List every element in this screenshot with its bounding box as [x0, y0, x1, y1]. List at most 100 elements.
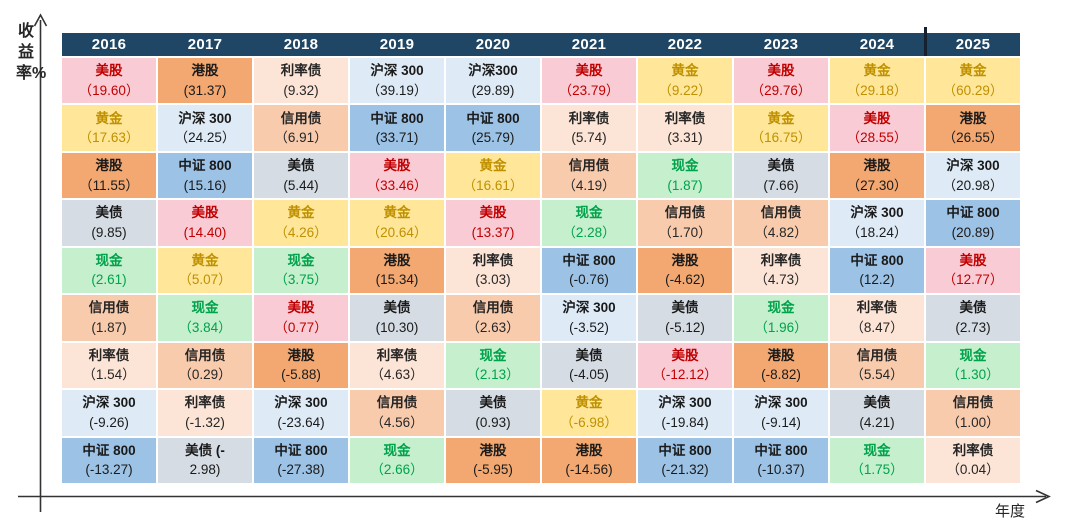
- asset-name: 美债: [863, 395, 891, 411]
- asset-cell-2016-rank4: 美债 (9.85): [62, 200, 156, 246]
- asset-cell-2018-rank6: 美股 （0.77）: [254, 295, 348, 341]
- asset-name: 沪深 300: [370, 63, 424, 79]
- asset-cell-2017-rank7: 信用债 （0.29）: [158, 342, 252, 389]
- asset-name: 中证 800: [370, 110, 424, 126]
- asset-name: 利率债: [280, 63, 322, 79]
- asset-cell-2022-rank3: 现金 (1.87): [638, 152, 732, 199]
- asset-return-value: （-6.98）: [560, 414, 618, 430]
- asset-name: 利率债: [952, 442, 994, 458]
- asset-cell-2019-rank6: 美债 (10.30): [350, 295, 444, 341]
- asset-cell-2023-rank8: 沪深 300 (-9.14): [734, 390, 828, 436]
- return-quilt-table: 2016 2017 2018 2019 2020 2021 2022 2023 2024 2025…: [62, 33, 1020, 483]
- asset-name: 美股: [383, 158, 411, 174]
- asset-return-value: （1.70）: [658, 225, 712, 241]
- asset-cell-2017-rank6: 现金 （3.84）: [158, 295, 252, 341]
- asset-return-value: （24.25）: [174, 130, 236, 146]
- asset-cell-2020-rank5: 利率债 (3.03): [446, 247, 540, 294]
- ytd-divider-line: [923, 27, 927, 56]
- asset-cell-2025-rank2: 港股 （26.55）: [926, 105, 1020, 151]
- asset-name: 美股: [767, 63, 795, 79]
- asset-cell-2025-rank6: 美债 (2.73): [926, 295, 1020, 341]
- asset-name: 港股: [863, 158, 891, 174]
- asset-name: 中证 800: [658, 442, 712, 458]
- asset-return-value: （60.29）: [942, 82, 1004, 98]
- asset-name: 美股: [671, 347, 699, 363]
- asset-return-value: (-9.14): [761, 414, 801, 430]
- asset-return-value: （20.98）: [942, 177, 1004, 193]
- asset-name: 黄金: [671, 63, 699, 79]
- asset-return-value: (2.61): [91, 272, 127, 288]
- asset-return-value: (-27.38): [277, 462, 325, 478]
- asset-cell-2023-rank9: 中证 800 (-10.37): [734, 437, 828, 483]
- asset-name: 黄金: [191, 252, 219, 268]
- asset-cell-2019-rank1: 沪深 300 （39.19）: [350, 58, 444, 104]
- asset-return-value: (3.03): [475, 272, 511, 288]
- asset-return-value: （11.55）: [79, 177, 139, 193]
- asset-return-value: (1.87): [91, 319, 127, 335]
- asset-return-value: （19.60）: [78, 82, 140, 98]
- asset-name: 现金: [383, 442, 411, 458]
- asset-name: 现金: [575, 205, 603, 221]
- asset-return-value: （1.54）: [82, 367, 136, 383]
- asset-cell-2016-rank1: 美股 （19.60）: [62, 58, 156, 104]
- asset-name: 港股: [479, 442, 507, 458]
- asset-cell-2024-rank5: 中证 800 (12.2): [830, 247, 924, 294]
- asset-name: 美股: [959, 252, 987, 268]
- asset-cell-2016-rank6: 信用债 (1.87): [62, 295, 156, 341]
- asset-return-value: （26.55）: [942, 130, 1004, 146]
- asset-name: 信用债: [568, 158, 610, 174]
- asset-name: 信用债: [184, 347, 226, 363]
- asset-return-value: (3.31): [667, 130, 703, 146]
- asset-return-value: （4.63）: [370, 367, 424, 383]
- asset-name: 现金: [95, 252, 123, 268]
- asset-cell-2018-rank2: 信用债 （6.91）: [254, 105, 348, 151]
- asset-return-value: (-4.05): [569, 367, 609, 383]
- asset-cell-2017-rank8: 利率债 (-1.32): [158, 390, 252, 436]
- asset-name: 信用债: [664, 205, 706, 221]
- asset-name: 信用债: [376, 395, 418, 411]
- asset-name: 美股: [575, 63, 603, 79]
- asset-cell-2025-rank7: 现金 （1.30）: [926, 342, 1020, 389]
- asset-name: 美债 (-: [185, 442, 225, 458]
- asset-name: 美股: [863, 110, 891, 126]
- asset-name: 利率债: [664, 110, 706, 126]
- asset-return-value: (15.34): [375, 272, 419, 288]
- asset-name: 中证 800: [754, 442, 808, 458]
- asset-cell-2020-rank9: 港股 (-5.95): [446, 437, 540, 483]
- asset-return-value: (2.73): [955, 319, 991, 335]
- asset-name: 港股: [575, 442, 603, 458]
- asset-name: 中证 800: [274, 442, 328, 458]
- asset-cell-2019-rank4: 黄金 （20.64）: [350, 200, 444, 246]
- asset-cell-2022-rank8: 沪深 300 (-19.84): [638, 390, 732, 436]
- asset-name: 中证 800: [946, 205, 1000, 221]
- year-header-2023: 2023: [734, 33, 828, 56]
- asset-cell-2022-rank6: 美债 (-5.12): [638, 295, 732, 341]
- asset-name: 美债: [479, 395, 507, 411]
- asset-name: 信用债: [856, 347, 898, 363]
- asset-return-value: (9.85): [91, 225, 127, 241]
- asset-cell-2017-rank9: 美债 (- 2.98): [158, 437, 252, 483]
- asset-return-value: （3.75）: [274, 272, 328, 288]
- asset-return-value: （16.61）: [462, 177, 524, 193]
- asset-cell-2023-rank1: 美股 （29.76）: [734, 58, 828, 104]
- asset-cell-2019-rank8: 信用债 （4.56）: [350, 390, 444, 436]
- asset-name: 中证 800: [850, 252, 904, 268]
- asset-return-value: （1.00）: [946, 414, 1000, 430]
- asset-name: 港股: [959, 110, 987, 126]
- asset-cell-2025-rank9: 利率债 （0.04）: [926, 437, 1020, 483]
- asset-cell-2016-rank8: 沪深 300 (-9.26): [62, 390, 156, 436]
- asset-return-value: (-1.32): [185, 414, 225, 430]
- asset-return-value: (-13.27): [85, 462, 133, 478]
- asset-return-value: (0.93): [475, 414, 511, 430]
- asset-name: 利率债: [856, 300, 898, 316]
- asset-return-value: （1.75）: [850, 462, 904, 478]
- asset-cell-2022-rank7: 美股 （-12.12）: [638, 342, 732, 389]
- asset-name: 黄金: [767, 110, 795, 126]
- asset-cell-2022-rank2: 利率债 (3.31): [638, 105, 732, 151]
- asset-name: 沪深300: [468, 63, 518, 79]
- asset-name: 信用债: [280, 110, 322, 126]
- asset-name: 中证 800: [82, 442, 136, 458]
- asset-return-value: （5.54）: [850, 367, 904, 383]
- year-header-2022: 2022: [638, 33, 732, 56]
